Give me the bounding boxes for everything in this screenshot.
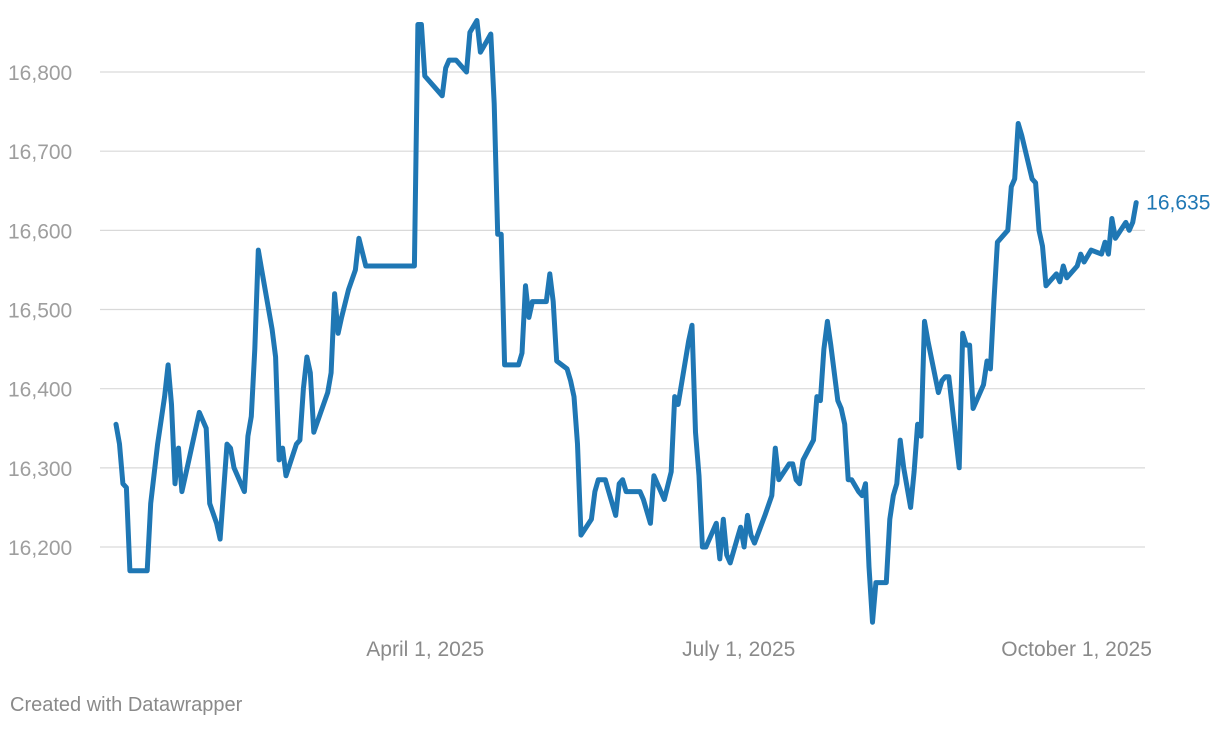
- line-chart: 16,200 16,300 16,400 16,500 16,600 16,700 16,8…: [8, 18, 1210, 661]
- x-tick-label: October 1, 2025: [1001, 638, 1152, 661]
- y-tick-label: 16,300: [8, 458, 72, 481]
- y-tick-label: 16,600: [8, 220, 72, 243]
- y-tick-label: 16,200: [8, 537, 72, 560]
- credit-text: Created with Datawrapper: [10, 694, 243, 716]
- x-tick-label: July 1, 2025: [682, 638, 795, 661]
- series-line: [113, 18, 1139, 625]
- x-tick-label: April 1, 2025: [366, 638, 484, 661]
- y-tick-label: 16,800: [8, 62, 72, 85]
- y-tick-label: 16,400: [8, 379, 72, 402]
- end-value-label: 16,635: [1146, 192, 1210, 215]
- y-tick-label: 16,500: [8, 300, 72, 323]
- y-tick-label: 16,700: [8, 141, 72, 164]
